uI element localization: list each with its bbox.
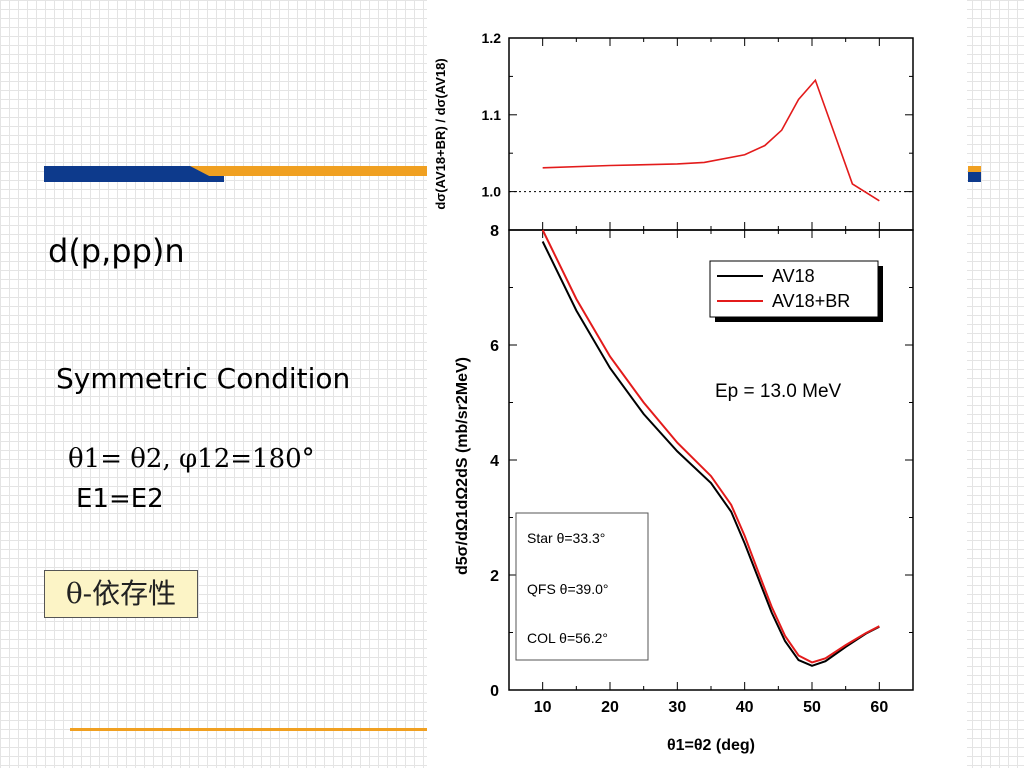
legend-box — [709, 260, 879, 318]
cross-section-y-tick-label: 6 — [490, 338, 499, 355]
inset-star-label: Star θ=33.3° — [527, 530, 605, 546]
cross-section-y-tick-label: 4 — [490, 453, 499, 470]
figure-panel: 1.0 1.1 1.2 10 20 30 40 50 60 0 2 4 6 8 dσ(AV18+BR) … — [427, 0, 967, 768]
x-tick-label: 50 — [803, 699, 821, 716]
x-tick-label: 40 — [736, 699, 754, 716]
x-tick-label: 10 — [534, 699, 552, 716]
ratio-y-tick-label: 1.2 — [482, 30, 502, 46]
ratio-and-cross-section-figure: 1.0 1.1 1.2 10 20 30 40 50 60 0 2 4 6 8 dσ(AV18+BR) … — [433, 30, 914, 754]
beam-energy-annotation: Ep = 13.0 MeV — [715, 381, 842, 402]
cross-section-y-tick-label: 8 — [490, 223, 499, 240]
av18br-series-line — [541, 229, 880, 664]
cross-section-y-tick-label: 0 — [490, 683, 499, 700]
x-tick-label: 30 — [668, 699, 686, 716]
theta-dependence-badge: θ-依存性 — [44, 570, 198, 618]
header-bar-orange — [190, 166, 430, 176]
ratio-y-axis-label: dσ(AV18+BR) / dσ(AV18) — [433, 58, 448, 209]
kinematics-inset-box — [515, 512, 649, 661]
header-bar-orange-right — [968, 166, 981, 174]
slide-title: d(p,pp)n — [48, 232, 185, 270]
av18-series-line — [541, 241, 880, 667]
legend-av18-label: AV18 — [772, 266, 815, 286]
ratio-series-line — [542, 78, 880, 202]
legend-av18br-label: AV18+BR — [772, 291, 850, 311]
cross-section-y-tick-label: 2 — [490, 568, 499, 585]
header-bar-blue — [44, 166, 224, 182]
footer-line — [70, 728, 430, 731]
inset-col-label: COL θ=56.2° — [527, 630, 608, 646]
condition-heading: Symmetric Condition — [56, 362, 351, 395]
cross-section-y-axis-label: d5σ/dΩ1dΩ2dS (mb/sr2MeV) — [454, 357, 471, 575]
header-bar-blue-right — [968, 172, 981, 182]
x-axis-label: θ1=θ2 (deg) — [667, 737, 755, 754]
x-tick-label: 20 — [601, 699, 619, 716]
x-tick-label: 60 — [870, 699, 888, 716]
ratio-y-tick-label: 1.1 — [482, 107, 502, 123]
ratio-plot-frame — [508, 37, 914, 231]
ratio-y-tick-label: 1.0 — [482, 184, 502, 200]
angle-condition: θ1= θ2, φ12=180° — [68, 444, 315, 474]
inset-qfs-label: QFS θ=39.0° — [527, 581, 608, 597]
energy-condition: E1=E2 — [76, 484, 164, 514]
